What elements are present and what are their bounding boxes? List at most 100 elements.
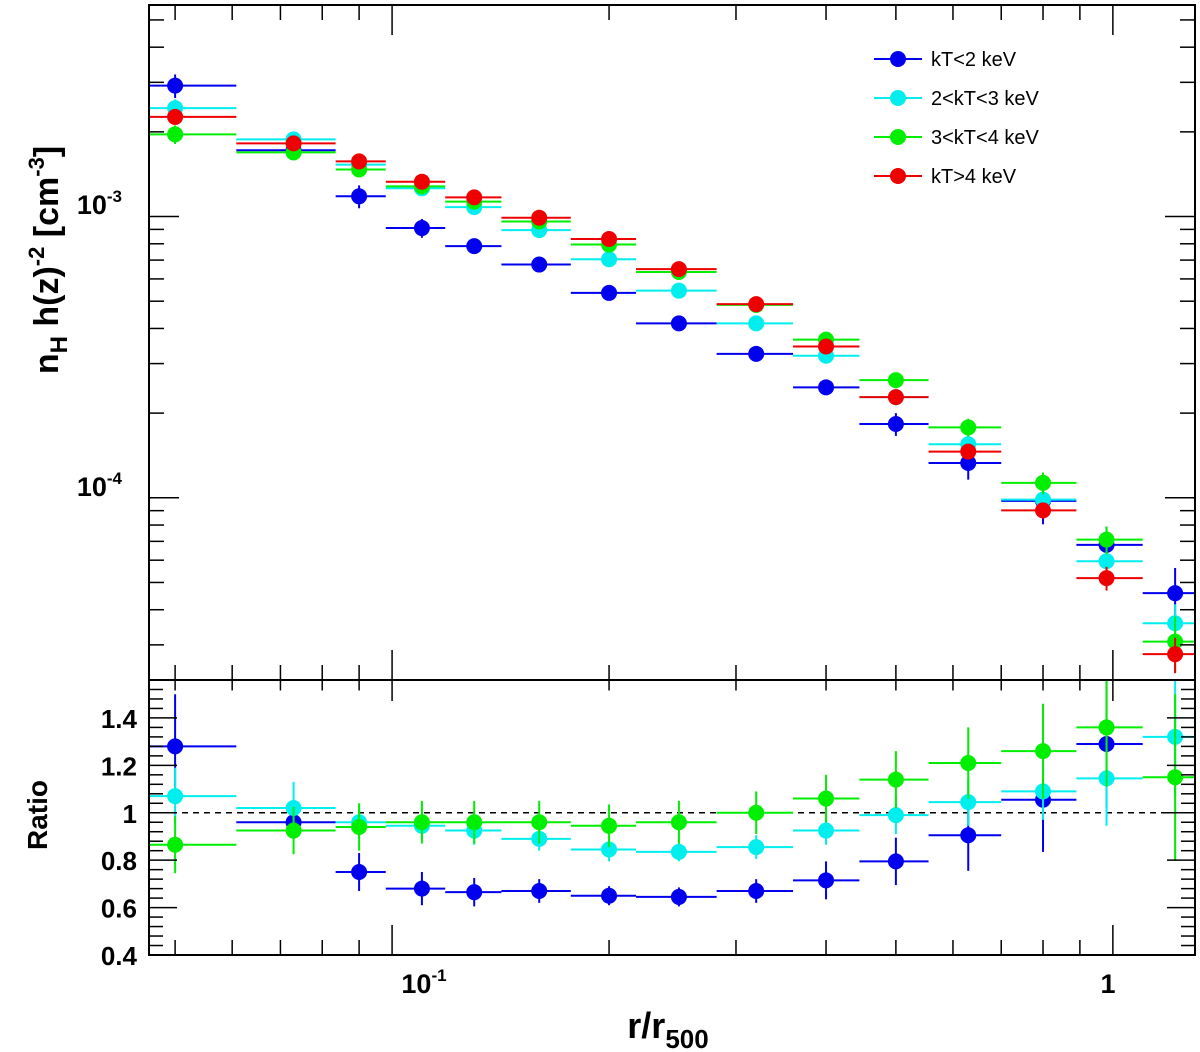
- data-point: [887, 389, 904, 406]
- bottom-ytick-label: 0.8: [101, 846, 137, 876]
- data-point: [167, 836, 184, 853]
- data-point: [601, 230, 618, 247]
- series-kt-4-kev: [149, 108, 1195, 674]
- ytick-label-1e-4: 10-4: [77, 469, 123, 502]
- data-point: [960, 794, 977, 811]
- data-point: [531, 814, 548, 831]
- bottom-tick-marks: [149, 679, 1195, 956]
- data-point: [670, 843, 687, 860]
- data-point: [670, 261, 687, 278]
- data-point: [887, 415, 904, 432]
- data-point: [601, 887, 618, 904]
- data-point: [466, 238, 483, 255]
- data-point: [887, 771, 904, 788]
- data-point: [960, 454, 977, 471]
- data-point: [531, 882, 548, 899]
- data-point: [1098, 553, 1115, 570]
- data-point: [748, 882, 765, 899]
- legend-entry-kt-4-kev: kT>4 keV: [874, 166, 1017, 188]
- data-point: [1035, 743, 1052, 760]
- data-point: [1167, 769, 1184, 786]
- data-point: [1098, 531, 1115, 548]
- data-point: [670, 282, 687, 299]
- data-point: [818, 338, 835, 355]
- legend-entry-3-kt-4-kev: 3<kT<4 keV: [874, 127, 1040, 149]
- data-point: [670, 814, 687, 831]
- data-point: [748, 839, 765, 856]
- data-point: [413, 880, 430, 897]
- data-point: [351, 188, 368, 205]
- data-point: [285, 822, 302, 839]
- data-point: [351, 864, 368, 881]
- legend-marker: [890, 168, 906, 184]
- data-point: [351, 153, 368, 170]
- bottom-y-axis-title: Ratio: [22, 780, 53, 850]
- top-data-layer: [149, 74, 1195, 674]
- data-point: [960, 827, 977, 844]
- legend: kT<2 keV 2<kT<3 keV 3<kT<4 keV kT>4 keV: [874, 49, 1040, 188]
- bottom-panel: 0.4 0.6 0.8 1 1.2 1.4 Ratio 10-1 1 r/r500: [22, 679, 1196, 1052]
- x-axis-title: r/r500: [627, 1005, 708, 1052]
- legend-entry-2-kt-3-kev: 2<kT<3 keV: [874, 88, 1040, 110]
- xtick-label-0.1: 10-1: [401, 966, 446, 999]
- legend-label: kT<2 keV: [931, 49, 1017, 71]
- xtick-label-1: 1: [1100, 969, 1115, 999]
- data-point: [887, 372, 904, 389]
- data-point: [601, 817, 618, 834]
- top-y-tick-labels: 10-3 10-4: [77, 187, 123, 502]
- ytick-label-1e-3: 10-3: [77, 187, 122, 220]
- series-3-kt-4-kev: [149, 680, 1195, 874]
- data-point: [601, 251, 618, 268]
- data-point: [413, 173, 430, 190]
- data-point: [818, 822, 835, 839]
- data-point: [1098, 570, 1115, 587]
- data-point: [167, 77, 184, 94]
- legend-entry-kt-2-kev: kT<2 keV: [874, 49, 1017, 71]
- top-y-axis-title: nH h(z)-2 [cm-3]: [24, 146, 73, 374]
- data-point: [1098, 719, 1115, 736]
- data-point: [748, 315, 765, 332]
- data-point: [285, 135, 302, 152]
- data-point: [1167, 646, 1184, 663]
- data-point: [167, 738, 184, 755]
- legend-marker: [890, 129, 906, 145]
- bottom-y-tick-labels: 0.4 0.6 0.8 1 1.2 1.4: [101, 704, 138, 971]
- bottom-x-tick-labels: 10-1 1: [401, 966, 1115, 999]
- data-point: [960, 754, 977, 771]
- data-point: [748, 345, 765, 362]
- bottom-plot-frame: [148, 679, 1196, 956]
- data-point: [1167, 585, 1184, 602]
- bottom-ytick-label: 1.2: [101, 751, 137, 781]
- data-point: [601, 284, 618, 301]
- data-point: [531, 209, 548, 226]
- data-point: [818, 872, 835, 889]
- legend-marker: [890, 90, 906, 106]
- data-point: [887, 807, 904, 824]
- legend-label: 2<kT<3 keV: [931, 88, 1040, 110]
- data-point: [748, 804, 765, 821]
- data-point: [167, 126, 184, 143]
- legend-label: 3<kT<4 keV: [931, 127, 1040, 149]
- data-point: [601, 841, 618, 858]
- data-point: [167, 788, 184, 805]
- bottom-ytick-label: 0.4: [101, 941, 138, 971]
- bottom-ytick-label: 1.4: [101, 704, 138, 734]
- data-point: [1035, 474, 1052, 491]
- data-point: [351, 818, 368, 835]
- bottom-ytick-label: 1: [123, 799, 137, 829]
- data-point: [466, 884, 483, 901]
- data-point: [818, 379, 835, 396]
- data-point: [466, 189, 483, 206]
- data-point: [466, 814, 483, 831]
- data-point: [531, 256, 548, 273]
- bottom-ytick-label: 0.6: [101, 894, 137, 924]
- data-point: [670, 888, 687, 905]
- data-point: [167, 108, 184, 125]
- data-point: [413, 814, 430, 831]
- data-point: [670, 315, 687, 332]
- bottom-data-layer: [149, 680, 1195, 907]
- data-point: [960, 419, 977, 436]
- data-point: [748, 296, 765, 313]
